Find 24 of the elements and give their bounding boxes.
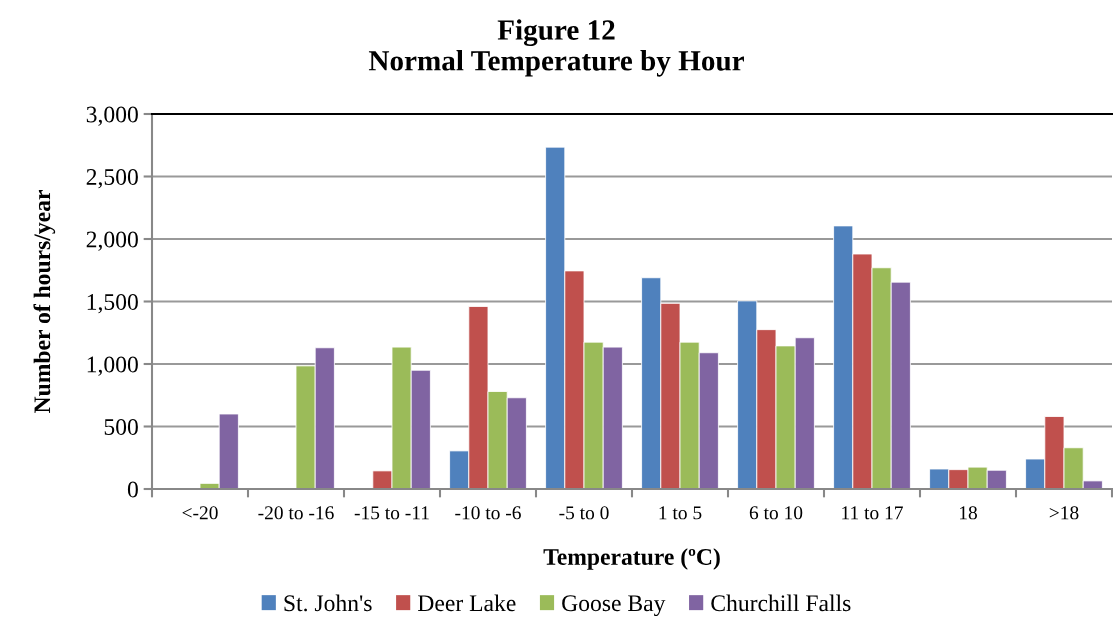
y-tick-label: 2,000	[86, 231, 138, 251]
x-tick-label: 6 to 10	[749, 506, 803, 520]
legend-label: Churchill Falls	[711, 594, 851, 612]
legend-label: St. John's	[284, 594, 372, 612]
x-tick-label: <-20	[182, 506, 218, 520]
y-tick-label: 1,000	[87, 356, 138, 376]
x-tick-label: 11 to 17	[842, 506, 903, 520]
x-tick-label: -20 to -16	[258, 506, 334, 520]
y-tick-label: 0	[127, 481, 138, 498]
x-tick-label: -10 to -6	[455, 506, 521, 520]
x-tick-label: -5 to 0	[559, 506, 609, 520]
y-tick-label: 2,500	[86, 168, 138, 189]
x-tick-label: 18	[959, 506, 977, 520]
x-tick-label: -15 to -11	[354, 506, 429, 520]
y-tick-label: 1,500	[87, 293, 138, 314]
x-axis-title: Temperature (ºC)	[543, 548, 720, 570]
y-axis-title: Number of hours/year	[33, 190, 56, 413]
legend-label: Deer Lake	[418, 594, 516, 612]
y-tick-label: 500	[104, 418, 138, 435]
y-tick-label: 3,000	[86, 106, 138, 126]
x-tick-label: >18	[1049, 506, 1079, 520]
x-tick-label: 1 to 5	[659, 506, 702, 520]
legend-label: Goose Bay	[562, 595, 666, 617]
chart-title: Figure 12 Normal Temperature by Hour	[368, 19, 744, 77]
